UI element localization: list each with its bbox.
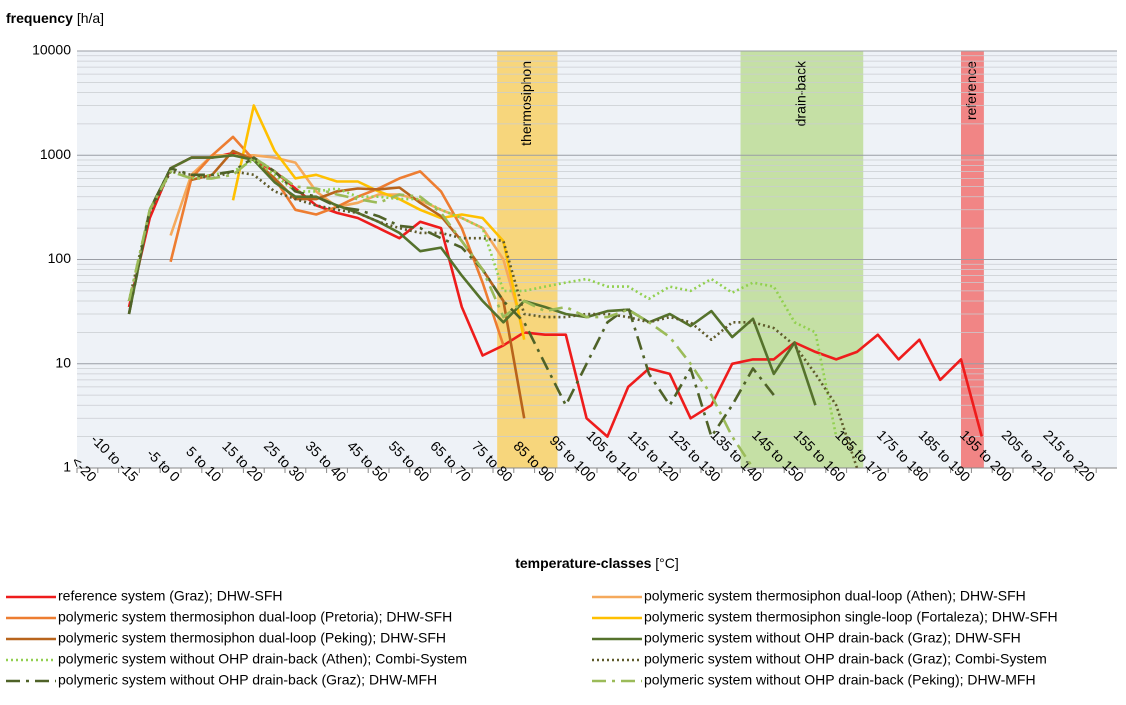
y-label: frequency	[6, 10, 73, 26]
y-axis-title: frequency [h/a]	[6, 10, 104, 26]
legend-label: reference system (Graz); DHW-SFH	[58, 588, 283, 604]
series-line	[191, 149, 526, 419]
band-label: thermosiphon	[518, 61, 534, 146]
legend-label: polymeric system thermosiphon dual-loop …	[58, 609, 452, 625]
y-tick-label: 1	[63, 459, 71, 475]
legend-label: polymeric system thermosiphon single-loo…	[644, 609, 1058, 625]
legend-label: polymeric system thermosiphon dual-loop …	[644, 588, 1026, 604]
y-tick-label: 100	[48, 250, 72, 266]
legend-label: polymeric system without OHP drain-back …	[644, 651, 1047, 667]
x-unit: [°C]	[655, 555, 679, 571]
x-label: temperature-classes	[515, 555, 651, 571]
band-label: reference	[963, 61, 979, 120]
legend-label: polymeric system without OHP drain-back …	[58, 651, 467, 667]
y-tick-label: 10000	[32, 42, 71, 58]
y-tick-label: 1000	[40, 146, 71, 162]
legend-label: polymeric system thermosiphon dual-loop …	[58, 630, 446, 646]
x-axis-title: temperature-classes [°C]	[515, 555, 679, 571]
series-line	[127, 156, 755, 469]
legend-label: polymeric system without OHP drain-back …	[58, 672, 437, 688]
y-tick-label: 10	[55, 354, 71, 370]
series-line	[127, 154, 817, 406]
legend-label: polymeric system without OHP drain-back …	[644, 672, 1036, 688]
series-line	[231, 104, 526, 340]
band-label: drain-back	[793, 60, 809, 126]
y-unit: [h/a]	[77, 10, 104, 26]
series-line	[127, 156, 775, 438]
legend-label: polymeric system without OHP drain-back …	[644, 630, 1021, 646]
